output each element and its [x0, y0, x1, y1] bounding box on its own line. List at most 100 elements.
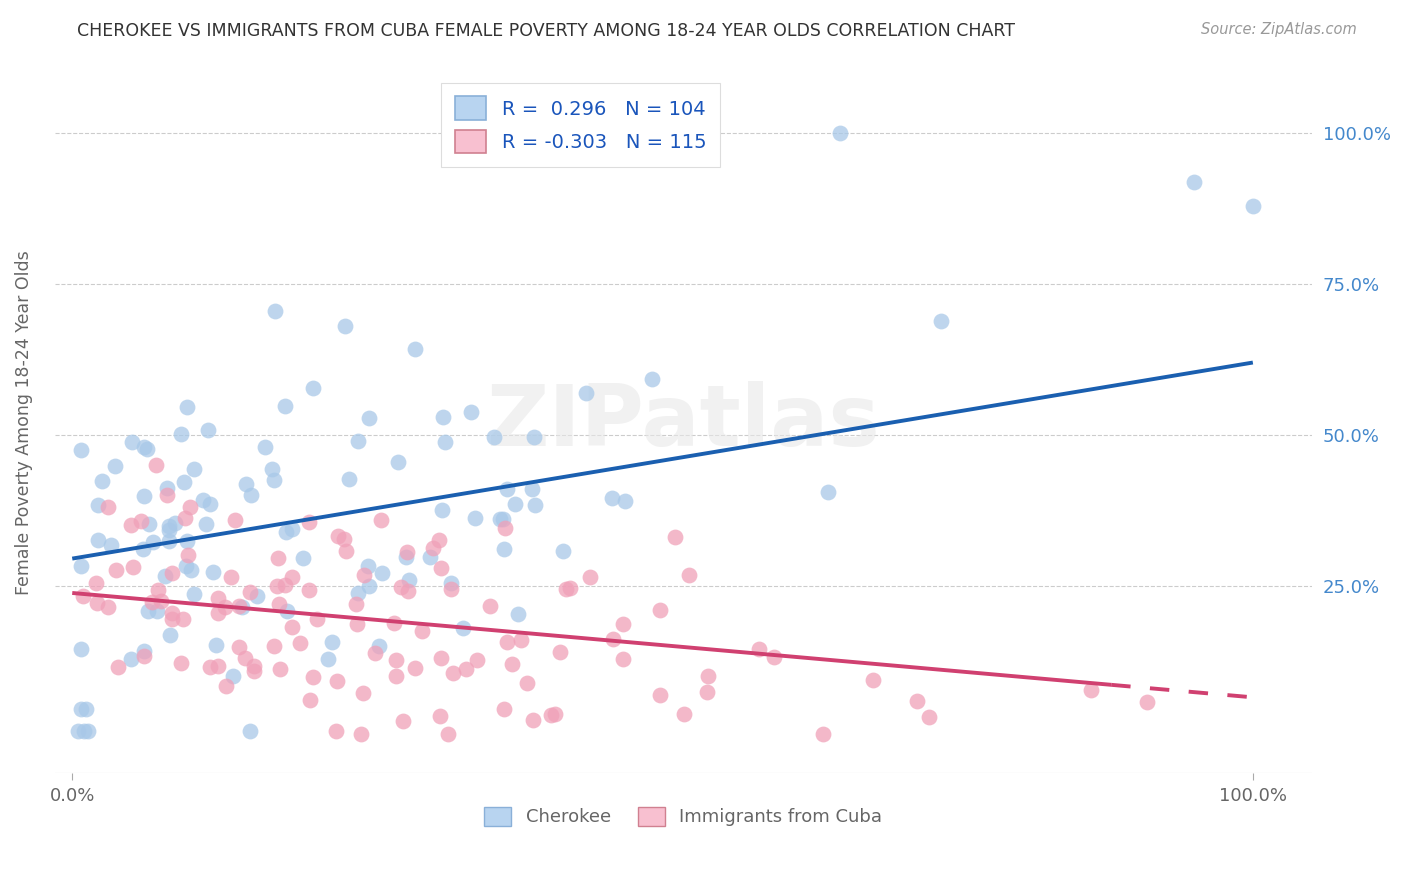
Point: [648, 688, 671, 702]
Point: [138, 517, 160, 532]
Point: [198, 497, 221, 511]
Point: [352, 686, 374, 700]
Point: [437, 726, 460, 740]
Text: ZIPatlas: ZIPatlas: [486, 382, 880, 465]
Point: [134, 644, 156, 658]
Point: [76, 723, 98, 738]
Point: [153, 569, 176, 583]
Point: [673, 706, 696, 721]
Point: [357, 579, 380, 593]
Point: [404, 661, 426, 675]
Point: [516, 676, 538, 690]
Point: [235, 477, 257, 491]
Point: [292, 550, 315, 565]
Point: [73, 723, 96, 738]
Point: [207, 591, 229, 606]
Text: CHEROKEE VS IMMIGRANTS FROM CUBA FEMALE POVERTY AMONG 18-24 YEAR OLDS CORRELATIO: CHEROKEE VS IMMIGRANTS FROM CUBA FEMALE …: [77, 22, 1015, 40]
Point: [104, 563, 127, 577]
Point: [157, 519, 180, 533]
Point: [72, 589, 94, 603]
Point: [205, 638, 228, 652]
Point: [121, 434, 143, 449]
Point: [141, 595, 163, 609]
Point: [520, 482, 543, 496]
Point: [183, 462, 205, 476]
Point: [214, 600, 236, 615]
Point: [441, 665, 464, 680]
Point: [183, 587, 205, 601]
Point: [641, 372, 664, 386]
Point: [75, 702, 97, 716]
Point: [269, 662, 291, 676]
Point: [398, 573, 420, 587]
Point: [262, 462, 284, 476]
Point: [240, 488, 263, 502]
Point: [422, 541, 444, 555]
Point: [70, 642, 93, 657]
Point: [202, 566, 225, 580]
Point: [231, 600, 253, 615]
Point: [180, 563, 202, 577]
Point: [427, 533, 450, 548]
Point: [1241, 199, 1264, 213]
Point: [429, 650, 451, 665]
Point: [222, 669, 245, 683]
Point: [264, 303, 287, 318]
Point: [281, 522, 304, 536]
Point: [503, 497, 526, 511]
Point: [269, 597, 291, 611]
Point: [430, 503, 453, 517]
Point: [543, 707, 565, 722]
Point: [276, 525, 298, 540]
Point: [664, 530, 686, 544]
Point: [290, 636, 312, 650]
Point: [384, 669, 406, 683]
Point: [90, 474, 112, 488]
Point: [325, 723, 347, 738]
Point: [176, 559, 198, 574]
Point: [1080, 682, 1102, 697]
Point: [156, 481, 179, 495]
Point: [197, 423, 219, 437]
Legend: Cherokee, Immigrants from Cuba: Cherokee, Immigrants from Cuba: [477, 800, 890, 834]
Point: [553, 543, 575, 558]
Point: [523, 499, 546, 513]
Point: [385, 653, 408, 667]
Point: [489, 512, 512, 526]
Point: [97, 599, 120, 614]
Point: [326, 529, 349, 543]
Point: [305, 612, 328, 626]
Point: [456, 662, 478, 676]
Point: [492, 702, 515, 716]
Point: [575, 386, 598, 401]
Text: Source: ZipAtlas.com: Source: ZipAtlas.com: [1201, 22, 1357, 37]
Point: [172, 612, 194, 626]
Point: [207, 606, 229, 620]
Point: [276, 604, 298, 618]
Point: [368, 639, 391, 653]
Point: [905, 694, 928, 708]
Point: [678, 568, 700, 582]
Point: [207, 659, 229, 673]
Point: [228, 640, 250, 654]
Point: [495, 482, 517, 496]
Point: [326, 674, 349, 689]
Point: [84, 575, 107, 590]
Point: [346, 616, 368, 631]
Point: [451, 621, 474, 635]
Point: [389, 580, 412, 594]
Point: [465, 653, 488, 667]
Point: [302, 381, 325, 395]
Point: [134, 648, 156, 663]
Point: [370, 513, 392, 527]
Point: [316, 652, 339, 666]
Point: [253, 440, 276, 454]
Point: [157, 533, 180, 548]
Point: [239, 585, 262, 599]
Point: [219, 570, 242, 584]
Point: [150, 594, 173, 608]
Point: [440, 582, 463, 596]
Point: [198, 660, 221, 674]
Point: [281, 570, 304, 584]
Point: [163, 516, 186, 530]
